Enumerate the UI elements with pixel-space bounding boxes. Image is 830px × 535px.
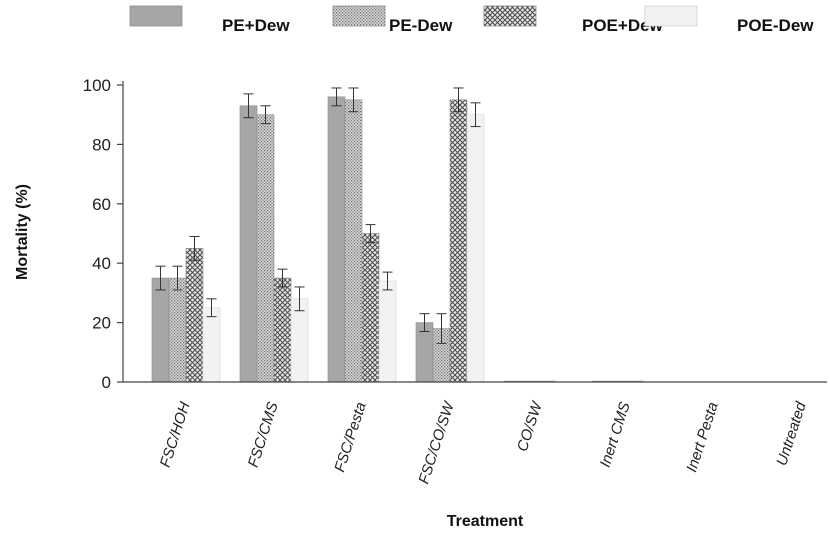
y-axis: 0 20 40 60 80 100	[83, 76, 124, 392]
y-tick-label: 20	[92, 314, 111, 333]
bar	[378, 280, 397, 383]
y-tick-label: 0	[102, 373, 111, 392]
y-axis-title: Mortality (%)	[14, 184, 31, 280]
x-tick-label: Untreated	[773, 399, 810, 468]
bar-group	[415, 87, 485, 383]
y-tick-label: 100	[83, 76, 111, 95]
legend-item: PE-Dew	[332, 5, 453, 35]
bar	[185, 248, 204, 383]
legend-item: POE+Dew	[483, 5, 664, 35]
x-axis-title: Treatment	[447, 513, 524, 530]
legend-label: POE-Dew	[737, 16, 814, 35]
bar-group	[327, 87, 397, 383]
bar	[239, 105, 258, 383]
bar	[327, 96, 346, 383]
y-tick-label: 80	[92, 135, 111, 154]
x-axis: FSC/HOH FSC/CMS FSC/Pesta FSC/CO/SW CO/SW Ine…	[123, 381, 827, 486]
bar	[449, 99, 468, 383]
y-tick-label: 60	[92, 195, 111, 214]
bar	[361, 233, 380, 383]
y-tick-label: 40	[92, 254, 111, 273]
x-tick-label: FSC/CO/SW	[415, 398, 458, 486]
bar	[256, 114, 275, 383]
legend-swatch	[129, 5, 183, 27]
bar	[273, 277, 292, 383]
legend-swatch	[483, 5, 537, 27]
x-tick-label: Inert CMS	[597, 400, 634, 469]
legend-label: POE+Dew	[582, 16, 664, 35]
bar	[151, 277, 170, 383]
bar	[290, 298, 309, 383]
legend-label: PE-Dew	[389, 16, 453, 35]
legend-swatch	[644, 5, 698, 27]
bar	[466, 114, 485, 383]
bar	[202, 307, 221, 383]
legend-item: PE+Dew	[129, 5, 290, 35]
bar-group	[151, 235, 221, 383]
bars-layer	[151, 87, 644, 383]
x-tick-label: FSC/CMS	[245, 400, 282, 469]
x-tick-label: CO/SW	[514, 398, 546, 453]
bar	[344, 99, 363, 383]
legend: PE+Dew PE-Dew POE+Dew POE-Dew	[129, 5, 814, 35]
x-tick-label: FSC/HOH	[157, 400, 194, 470]
legend-item: POE-Dew	[644, 5, 814, 35]
legend-swatch	[332, 5, 386, 27]
bar-group	[239, 93, 309, 383]
bar	[168, 277, 187, 383]
x-tick-label: FSC/Pesta	[331, 400, 370, 474]
x-tick-label: Inert Pesta	[683, 400, 722, 474]
legend-label: PE+Dew	[222, 16, 290, 35]
